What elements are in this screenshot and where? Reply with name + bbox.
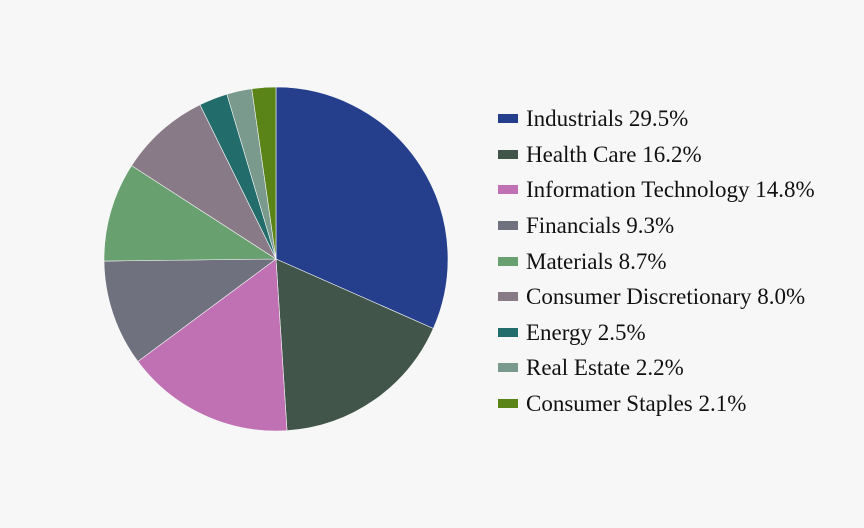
legend-label: Energy 2.5% [526,319,646,345]
legend-item-financials: Financials 9.3% [498,208,815,244]
pie-slice-materials [103,165,277,262]
legend-label: Information Technology 14.8% [526,177,815,203]
legend-swatch [498,114,518,124]
legend-label: Health Care 16.2% [526,141,702,167]
legend-item-energy: Energy 2.5% [498,315,815,351]
pie-slice-information-technology [137,258,288,432]
legend-item-materials: Materials 8.7% [498,243,815,279]
legend-swatch [498,292,518,302]
pie-slice-industrials [275,86,449,329]
pie-slices [103,86,449,432]
chart-legend: Industrials 29.5% Health Care 16.2% Info… [498,101,815,421]
legend-label: Real Estate 2.2% [526,355,684,381]
pie-slice-consumer-discretionary [131,104,277,260]
legend-label: Industrials 29.5% [526,106,689,132]
legend-item-industrials: Industrials 29.5% [498,101,815,137]
pie-slice-health-care [275,258,434,431]
legend-swatch [498,185,518,195]
legend-label: Financials 9.3% [526,213,675,239]
legend-swatch [498,149,518,159]
legend-item-consumer-discretionary: Consumer Discretionary 8.0% [498,279,815,315]
legend-item-real-estate: Real Estate 2.2% [498,350,815,386]
legend-label: Consumer Discretionary 8.0% [526,284,806,310]
legend-swatch [498,399,518,409]
legend-swatch [498,327,518,337]
pie-slice-consumer-staples [251,86,277,260]
legend-item-health-care: Health Care 16.2% [498,137,815,173]
legend-label: Materials 8.7% [526,248,667,274]
legend-item-consumer-staples: Consumer Staples 2.1% [498,386,815,422]
legend-label: Consumer Staples 2.1% [526,391,747,417]
legend-swatch [498,221,518,231]
legend-swatch [498,363,518,373]
legend-swatch [498,256,518,266]
pie-slice-financials [103,258,277,362]
legend-item-information-technology: Information Technology 14.8% [498,172,815,208]
